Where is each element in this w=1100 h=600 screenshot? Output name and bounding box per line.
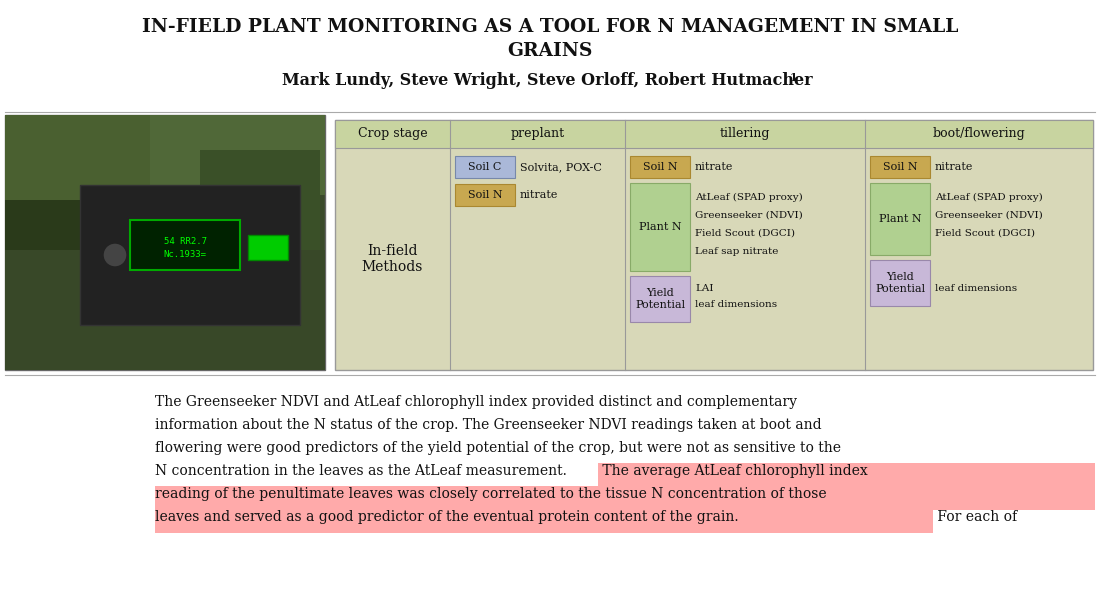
Text: In-field
Methods: In-field Methods	[362, 244, 424, 274]
Bar	[870, 156, 930, 178]
Text: GRAINS: GRAINS	[507, 42, 593, 60]
Bar	[150, 115, 324, 195]
Text: leaf dimensions: leaf dimensions	[695, 300, 777, 309]
Text: Field Scout (DGCI): Field Scout (DGCI)	[695, 229, 795, 238]
Text: For each of: For each of	[933, 510, 1018, 524]
Text: flowering were good predictors of the yield potential of the crop, but were not : flowering were good predictors of the yi…	[155, 441, 842, 455]
Bar	[155, 486, 1094, 510]
Text: nitrate: nitrate	[520, 190, 559, 200]
Text: Plant N: Plant N	[879, 214, 922, 224]
Text: Field Scout (DGCI): Field Scout (DGCI)	[935, 229, 1035, 238]
Text: AtLeaf (SPAD proxy): AtLeaf (SPAD proxy)	[935, 193, 1043, 202]
Text: AtLeaf (SPAD proxy): AtLeaf (SPAD proxy)	[695, 193, 803, 202]
Text: Yield
Potential: Yield Potential	[635, 288, 685, 310]
Bar	[336, 120, 1093, 148]
Text: The average AtLeaf chlorophyll index: The average AtLeaf chlorophyll index	[598, 464, 868, 478]
Text: Greenseeker (NDVI): Greenseeker (NDVI)	[695, 211, 803, 220]
Text: boot/flowering: boot/flowering	[933, 127, 1025, 140]
Text: LAI: LAI	[695, 284, 714, 293]
Text: tillering: tillering	[719, 127, 770, 140]
Circle shape	[103, 243, 127, 267]
Text: nitrate: nitrate	[695, 162, 734, 172]
Text: reading of the penultimate leaves was closely correlated to the tissue N concent: reading of the penultimate leaves was cl…	[155, 487, 826, 501]
Text: Soil C: Soil C	[469, 162, 502, 172]
Text: Nc.1933=: Nc.1933=	[164, 250, 207, 259]
Bar	[80, 185, 300, 325]
Bar	[248, 235, 288, 260]
Bar	[6, 115, 165, 235]
Text: Leaf sap nitrate: Leaf sap nitrate	[695, 247, 779, 256]
Text: Soil N: Soil N	[642, 162, 678, 172]
Text: Plant N: Plant N	[639, 222, 681, 232]
Bar	[455, 156, 515, 178]
Text: IN-FIELD PLANT MONITORING AS A TOOL FOR N MANAGEMENT IN SMALL: IN-FIELD PLANT MONITORING AS A TOOL FOR …	[142, 18, 958, 36]
Text: 54 RR2.7: 54 RR2.7	[164, 237, 207, 246]
Text: nitrate: nitrate	[935, 162, 974, 172]
Text: Yield
Potential: Yield Potential	[874, 272, 925, 294]
Text: preplant: preplant	[510, 127, 564, 140]
Bar	[130, 220, 240, 270]
Text: N concentration in the leaves as the AtLeaf measurement.: N concentration in the leaves as the AtL…	[155, 464, 566, 478]
Text: Greenseeker (NDVI): Greenseeker (NDVI)	[935, 211, 1043, 220]
Bar	[336, 120, 1093, 370]
Text: Crop stage: Crop stage	[358, 127, 427, 140]
Bar	[630, 276, 690, 322]
Text: leaves and served as a good predictor of the eventual protein content of the gra: leaves and served as a good predictor of…	[155, 510, 738, 524]
Bar	[6, 115, 324, 370]
Text: Solvita, POX-C: Solvita, POX-C	[520, 162, 602, 172]
Text: 1: 1	[790, 72, 798, 83]
Bar	[6, 250, 324, 370]
Text: Soil N: Soil N	[882, 162, 917, 172]
Text: Mark Lundy, Steve Wright, Steve Orloff, Robert Hutmacher: Mark Lundy, Steve Wright, Steve Orloff, …	[282, 72, 812, 89]
Bar	[455, 184, 515, 206]
Text: The Greenseeker NDVI and AtLeaf chlorophyll index provided distinct and compleme: The Greenseeker NDVI and AtLeaf chloroph…	[155, 395, 798, 409]
Bar	[200, 150, 320, 250]
Bar	[630, 183, 690, 271]
Bar	[598, 463, 1094, 487]
Text: Soil N: Soil N	[468, 190, 503, 200]
Bar	[870, 183, 930, 255]
Bar	[6, 200, 125, 280]
Bar	[630, 156, 690, 178]
Bar	[870, 260, 930, 306]
Bar	[155, 509, 933, 533]
Text: information about the N status of the crop. The Greenseeker NDVI readings taken : information about the N status of the cr…	[155, 418, 822, 432]
Text: leaf dimensions: leaf dimensions	[935, 284, 1018, 293]
